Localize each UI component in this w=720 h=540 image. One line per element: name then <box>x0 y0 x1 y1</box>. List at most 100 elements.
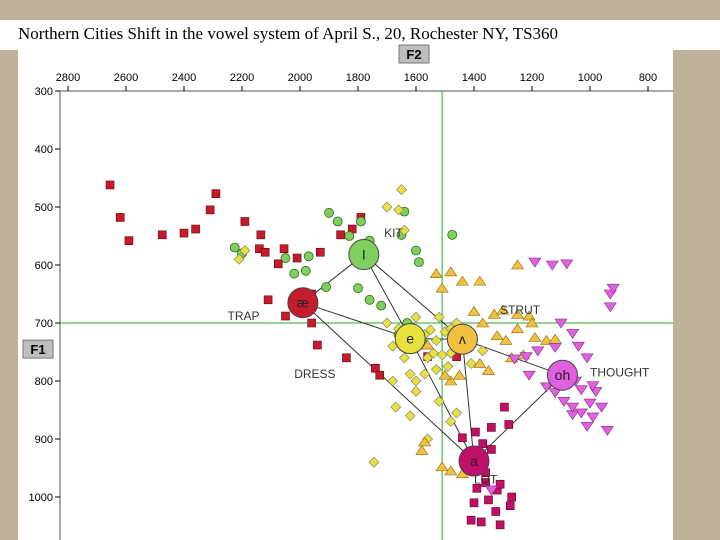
kit-point <box>280 253 291 263</box>
dress-point <box>451 407 463 419</box>
trap-point <box>124 236 134 245</box>
vowel-plot-panel: 2800 2600 2400 2200 2000 1800 1600 1400 1200 1000… <box>18 44 673 540</box>
trap-point <box>495 479 505 489</box>
trap-point <box>313 340 322 350</box>
kit-point <box>332 216 343 227</box>
strut-point <box>429 268 443 278</box>
f2-axis-box <box>398 44 430 64</box>
thought-point <box>586 381 600 392</box>
dress-label: DRESS <box>294 367 335 381</box>
kit-point <box>447 229 458 240</box>
dress-point <box>387 375 399 387</box>
thought-point <box>519 352 533 363</box>
y-tick-label: 600 <box>35 260 53 272</box>
trap-point <box>205 205 215 215</box>
dress-point <box>422 352 434 364</box>
strut-point <box>473 358 487 368</box>
strut-point <box>418 436 432 447</box>
x-tick-label: 2800 <box>56 72 80 84</box>
thought-point <box>522 370 536 381</box>
dress-point <box>396 184 407 196</box>
dress-point <box>427 347 439 359</box>
kit-point <box>300 265 311 276</box>
dress-point <box>442 361 454 372</box>
trap-point <box>273 259 283 269</box>
dress-point <box>381 317 393 329</box>
strut-point <box>455 275 469 286</box>
dress-point <box>430 334 442 346</box>
kit-mean-symbol: I <box>362 247 366 263</box>
thought-point <box>574 385 588 396</box>
y-tick-label: 800 <box>35 376 53 388</box>
y-tick-label: 300 <box>35 86 53 98</box>
kit-label: KIT <box>384 226 403 240</box>
trap-point <box>371 363 380 373</box>
trap-point <box>315 247 325 257</box>
trap-point <box>491 507 501 516</box>
trap-point <box>211 189 221 198</box>
trap-point <box>495 520 505 530</box>
y-tick-label: 400 <box>35 144 53 156</box>
strut-mean-marker <box>446 323 478 355</box>
trap-point <box>260 247 270 257</box>
kit-point <box>376 300 387 311</box>
thought-point <box>566 329 580 339</box>
thought-point <box>580 353 594 364</box>
thought-label: THOUGHT <box>590 365 650 379</box>
dress-point <box>239 245 251 256</box>
trap-point <box>469 498 479 508</box>
dress-point <box>425 324 436 336</box>
kit-point <box>344 231 355 241</box>
thought-point <box>539 382 554 393</box>
trap-point <box>458 433 467 443</box>
thought-point <box>595 402 609 413</box>
trap-point <box>336 230 345 240</box>
thought-point <box>545 260 559 271</box>
dress-point <box>368 456 380 468</box>
kit-point <box>229 242 240 253</box>
kit-point <box>364 294 375 305</box>
strut-point <box>444 266 458 277</box>
dress-point <box>404 410 416 422</box>
y-tick-label: 1000 <box>29 492 53 504</box>
kit-point <box>353 283 363 294</box>
kit-point <box>355 216 366 227</box>
x-tick-label: 800 <box>639 72 657 84</box>
dress-point <box>393 204 405 216</box>
strut-point <box>510 308 525 319</box>
strut-point <box>490 330 504 341</box>
dress-mean-marker <box>394 323 426 355</box>
thought-point <box>580 421 594 432</box>
trap-point <box>292 253 302 263</box>
strut-point <box>481 365 496 375</box>
thought-point <box>528 257 542 268</box>
kit-point <box>321 282 332 292</box>
trap-point <box>471 427 480 437</box>
thought-point <box>583 398 597 409</box>
thought-point <box>557 396 571 407</box>
dress-point <box>433 395 445 407</box>
dress-point <box>398 352 410 364</box>
trap-point <box>240 217 250 226</box>
strut-label: STRUT <box>500 303 541 317</box>
trap-point <box>504 420 514 429</box>
dress-point <box>465 358 477 370</box>
thought-point <box>484 485 498 496</box>
trap-point <box>263 295 273 305</box>
thought-point <box>508 354 522 365</box>
trap-point <box>500 402 509 412</box>
trap-point <box>115 213 125 222</box>
thought-point <box>600 425 614 436</box>
trap-point <box>487 445 496 454</box>
y-tick-label: 700 <box>35 318 53 330</box>
dress-point <box>233 253 245 265</box>
trap-point <box>307 318 316 328</box>
trap-point <box>279 244 289 254</box>
thought-point <box>603 302 617 313</box>
strut-point <box>444 465 458 476</box>
trap-point <box>179 228 189 238</box>
f2-axis-label: F2 <box>406 47 421 62</box>
f1-axis-box <box>22 339 54 359</box>
strut-point <box>444 375 458 386</box>
